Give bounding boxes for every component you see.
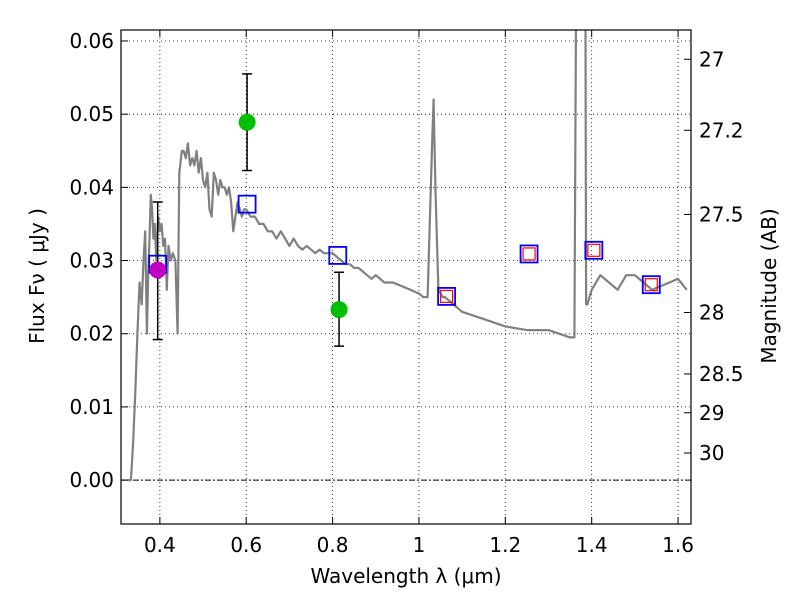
- y-axis-left: 0.00 0.01 0.02 0.03 0.04 0.05 0.06: [69, 29, 128, 492]
- model-photometry-point: [237, 194, 257, 214]
- model-photometry-point: [519, 244, 539, 264]
- y2-tick-label: 27.2: [699, 118, 744, 142]
- plot-frame: [120, 29, 692, 525]
- x-tick-label: 1.4: [576, 533, 608, 557]
- observed-point: [149, 261, 167, 279]
- plot-area: [127, 30, 688, 482]
- y2-tick-label: 27.5: [699, 202, 744, 226]
- observed-point: [330, 301, 348, 319]
- x-tick-label: 0.8: [317, 533, 349, 557]
- y-axis-title: Flux Fν ( μJy ): [25, 208, 49, 344]
- grid: [121, 30, 691, 524]
- y2-tick-label: 28: [699, 300, 724, 324]
- y-axis-right: 27 27.2 27.5 28 28.5 29 30: [684, 47, 744, 465]
- y-tick-label: 0.04: [69, 175, 114, 199]
- upper-limit-point: [587, 243, 601, 257]
- x-tick-label: 0.4: [144, 533, 176, 557]
- model-photometry-point: [641, 275, 661, 295]
- x-tick-label: 1.6: [662, 533, 694, 557]
- sed-line: [127, 30, 688, 482]
- model-photometry-point: [328, 246, 348, 265]
- model-photometry-point: [584, 240, 604, 260]
- x-axis: 0.4 0.6 0.8 1 1.2 1.4 1.6: [144, 30, 694, 557]
- x-tick-label: 1: [413, 533, 426, 557]
- y-tick-label: 0.03: [69, 249, 114, 273]
- y2-tick-label: 29: [699, 401, 724, 425]
- y2-tick-label: 30: [699, 441, 724, 465]
- y-tick-label: 0.01: [69, 395, 114, 419]
- x-tick-label: 0.6: [230, 533, 262, 557]
- y-tick-label: 0.05: [69, 102, 114, 126]
- y2-axis-title: Magnitude (AB): [757, 208, 781, 363]
- y-tick-label: 0.02: [69, 322, 114, 346]
- upper-limit-point: [439, 289, 454, 303]
- y-tick-label: 0.06: [69, 29, 114, 53]
- upper-limit-point: [644, 278, 658, 292]
- y2-tick-label: 27: [699, 47, 724, 71]
- model-photometry-point: [437, 286, 456, 306]
- y2-tick-label: 28.5: [699, 362, 744, 386]
- y-tick-label: 0.00: [69, 468, 114, 492]
- upper-limit-point: [522, 247, 536, 261]
- observed-point: [238, 113, 256, 131]
- x-tick-label: 1.2: [489, 533, 521, 557]
- x-axis-title: Wavelength λ (μm): [310, 564, 501, 588]
